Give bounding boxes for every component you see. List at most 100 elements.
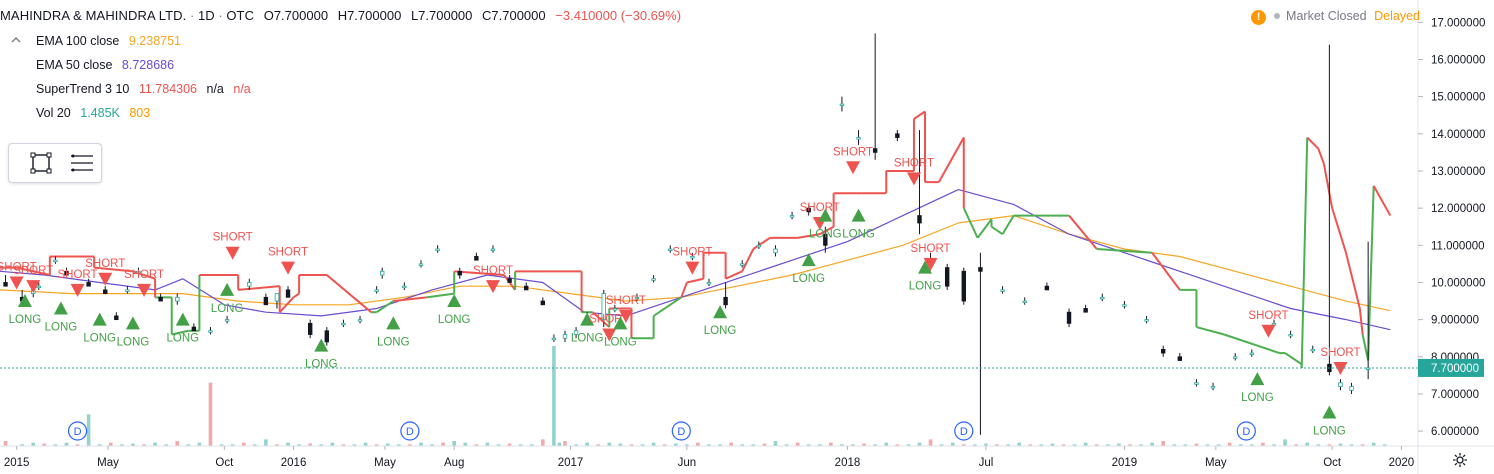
legend-supertrend[interactable]: SuperTrend 3 10 11.784306 n/a n/a xyxy=(36,82,251,96)
supertrend-segment xyxy=(1068,214,1098,250)
volume-bar xyxy=(153,442,157,446)
candle xyxy=(285,286,291,298)
volume-bar xyxy=(1238,444,1243,446)
supertrend-segment xyxy=(293,292,300,299)
candle-body xyxy=(274,293,280,302)
price-tick-label: 14.000000 xyxy=(1431,129,1485,141)
candle-body xyxy=(723,296,728,306)
supertrend-line xyxy=(0,110,1392,368)
volume-bar xyxy=(1371,442,1376,446)
candle-body xyxy=(872,148,878,153)
candle-body xyxy=(507,278,512,283)
chart-header: MAHINDRA & MAHINDRA LTD. · 1D · OTC O7.7… xyxy=(0,8,682,23)
supertrend-segment xyxy=(238,285,280,291)
rectangle-tool-icon[interactable] xyxy=(29,151,53,175)
chevron-up-icon[interactable] xyxy=(10,34,24,48)
long-signal: LONG xyxy=(842,208,875,241)
symbol-name[interactable]: MAHINDRA & MAHINDRA LTD. xyxy=(0,8,187,23)
candle xyxy=(374,286,379,294)
supertrend-segment xyxy=(278,296,295,313)
volume-bar xyxy=(1250,444,1254,446)
candle-body xyxy=(961,270,966,302)
ema-50-path xyxy=(0,189,1391,331)
supertrend-segment xyxy=(1331,207,1347,254)
candle-body xyxy=(1349,386,1354,391)
dividend-marker: D xyxy=(400,421,420,441)
volume-bar xyxy=(3,441,8,446)
volume-bar xyxy=(1194,443,1199,446)
candle-body xyxy=(457,270,462,276)
volume-histogram xyxy=(3,346,1387,446)
volume-bar xyxy=(696,442,700,446)
supertrend-segment xyxy=(171,329,189,336)
volume-bar xyxy=(1382,444,1387,446)
candle-body xyxy=(1144,319,1149,322)
candle xyxy=(1327,44,1332,376)
market-status: ! Market Closed Delayed xyxy=(1251,9,1420,25)
interval[interactable]: 1D xyxy=(197,8,215,23)
long-label: LONG xyxy=(45,321,78,333)
volume-bar xyxy=(552,346,556,446)
candle xyxy=(114,312,119,321)
gear-icon[interactable] xyxy=(1452,452,1468,468)
warning-icon[interactable]: ! xyxy=(1251,10,1267,25)
volume-bar xyxy=(973,444,977,446)
volume-bar xyxy=(275,444,279,446)
volume-bar xyxy=(961,444,966,446)
hamburger-menu-icon[interactable] xyxy=(69,151,93,175)
candle-body xyxy=(823,233,828,246)
candle xyxy=(856,130,861,145)
long-signal: LONG xyxy=(604,316,637,348)
volume-bar xyxy=(718,444,722,446)
volume-bar xyxy=(651,442,656,446)
candle xyxy=(872,33,878,160)
legend-supertrend-label: SuperTrend 3 10 xyxy=(36,82,130,96)
candle xyxy=(418,260,424,268)
dividend-label: D xyxy=(1242,426,1250,438)
dividend-circle xyxy=(400,421,420,441)
short-label: SHORT xyxy=(1248,310,1288,322)
long-signal: LONG xyxy=(909,260,941,293)
time-tick-label: May xyxy=(97,457,119,469)
candle xyxy=(474,252,479,261)
short-label: SHORT xyxy=(58,269,98,281)
volume-bar xyxy=(120,444,124,446)
legend-ema50[interactable]: EMA 50 close 8.728686 xyxy=(36,58,174,72)
supertrend-segment xyxy=(913,110,926,120)
long-label: LONG xyxy=(792,273,825,285)
volume-bar xyxy=(906,444,911,446)
candle xyxy=(789,211,795,220)
candle-body xyxy=(917,215,922,224)
candle-body xyxy=(756,244,762,248)
legend-ema100[interactable]: EMA 100 close 9.238751 xyxy=(36,34,181,48)
price-tick-label: 16.000000 xyxy=(1431,54,1485,66)
price-tick-label: 6.000000 xyxy=(1431,426,1479,438)
short-arrow xyxy=(1261,324,1276,338)
candle-body xyxy=(474,256,479,261)
candle xyxy=(1066,308,1072,328)
candle-body xyxy=(1066,311,1072,324)
short-signal: SHORT xyxy=(1320,347,1360,375)
candle xyxy=(612,304,618,313)
candle-body xyxy=(1177,356,1183,361)
candle-body xyxy=(1338,382,1343,387)
legend-ema50-label: EMA 50 close xyxy=(36,58,113,72)
volume-bar xyxy=(762,443,767,446)
volume-bar xyxy=(950,442,955,446)
volume-bar xyxy=(1028,444,1033,446)
long-signal: LONG xyxy=(83,312,116,345)
volume-bar xyxy=(197,442,202,446)
volume-bar xyxy=(474,444,479,446)
candle xyxy=(1044,282,1050,291)
legend-supertrend-na2: n/a xyxy=(233,82,251,96)
volume-bar xyxy=(286,442,290,446)
candle-body xyxy=(64,270,69,276)
long-label: LONG xyxy=(571,333,604,345)
supertrend-segment xyxy=(1317,148,1325,164)
short-label: SHORT xyxy=(85,258,125,270)
volume-bar xyxy=(629,444,634,446)
legend-volume[interactable]: Vol 20 1.485K 803 xyxy=(36,106,150,120)
supertrend-segment xyxy=(393,296,427,303)
